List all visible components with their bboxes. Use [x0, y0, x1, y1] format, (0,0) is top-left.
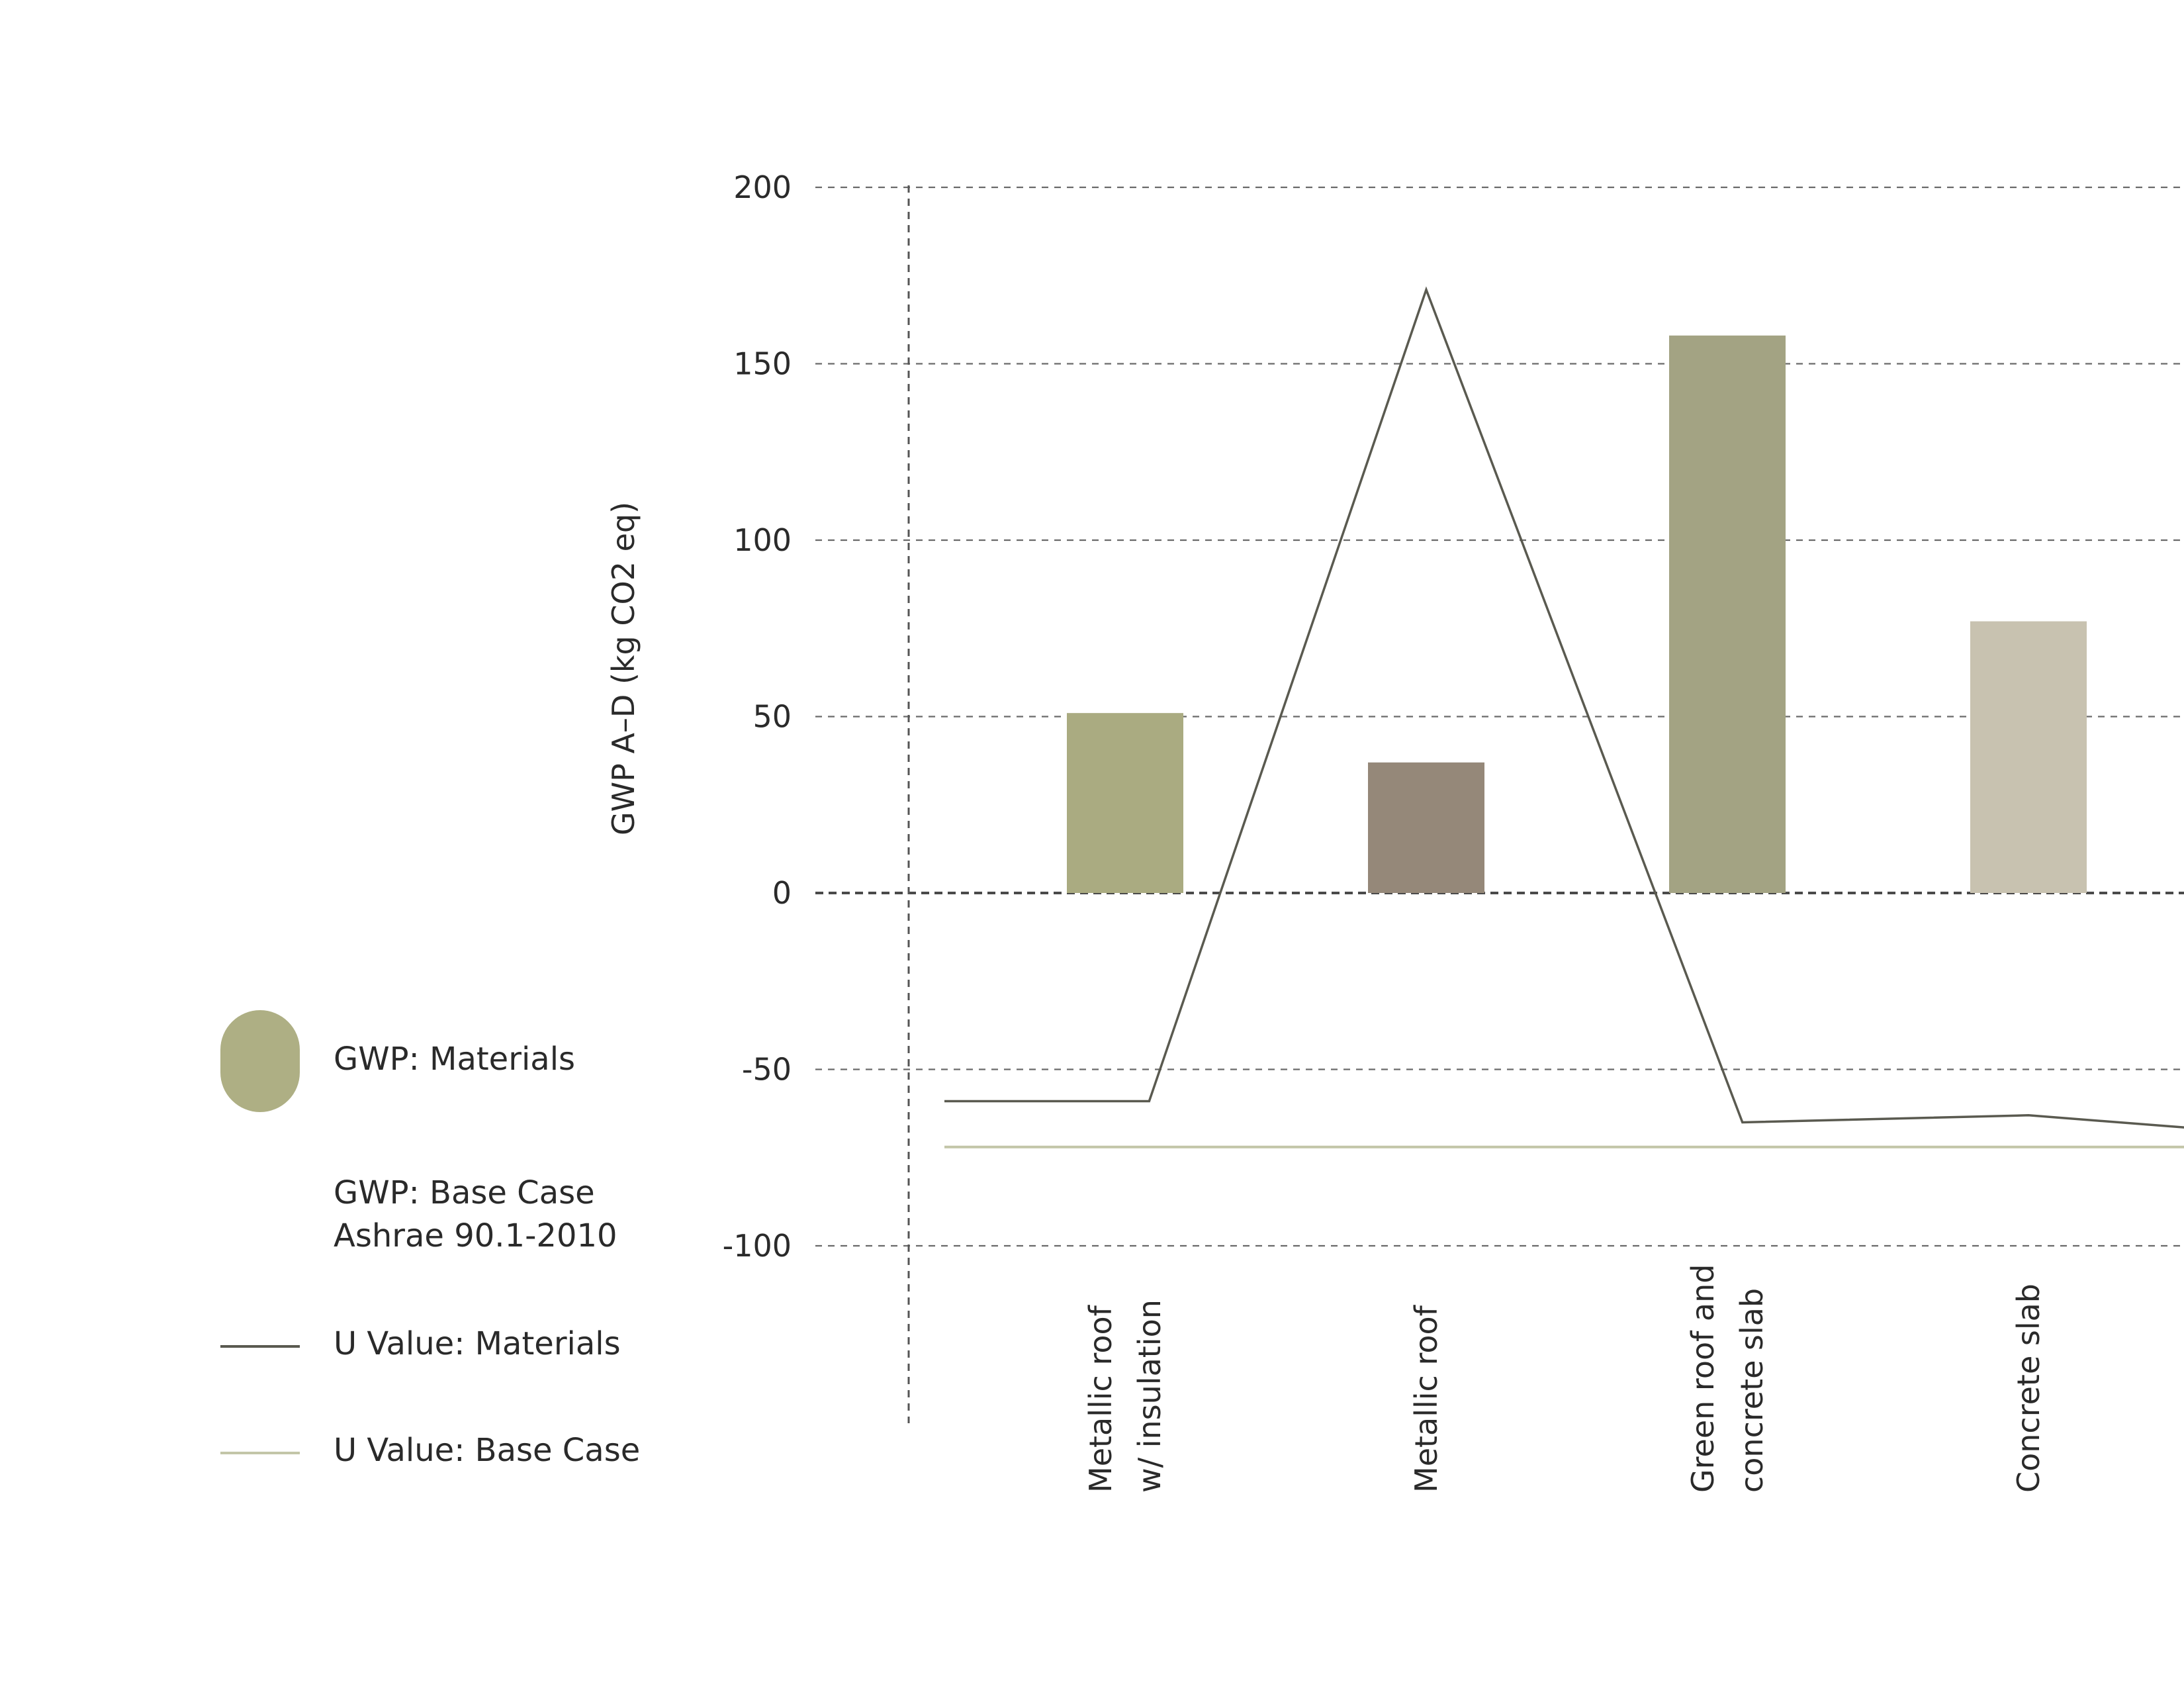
y-tick-label: 100 [733, 522, 792, 558]
legend-label: GWP: Base Case Ashrae 90.1-2010 [334, 1174, 617, 1254]
bar [1067, 713, 1183, 893]
x-category-label: concrete slab [1734, 1288, 1770, 1493]
line-series [944, 286, 2184, 1149]
legend-swatch-line [220, 1345, 300, 1348]
x-category-label: w/ insulation [1132, 1299, 1167, 1493]
legend-swatch-line [220, 1452, 300, 1454]
legend-swatch-pill [220, 1010, 300, 1112]
bar [1669, 335, 1786, 893]
line-series-path [944, 286, 2184, 1129]
legend-label: U Value: Materials [334, 1325, 621, 1362]
y-tick-label: 150 [733, 346, 792, 382]
y-tick-label: -100 [723, 1228, 792, 1264]
legend-label: GWP: Materials [334, 1041, 576, 1078]
x-category-label: Metallic roof [1083, 1304, 1118, 1493]
y-tick-label: 200 [733, 169, 792, 205]
legend-label: U Value: Base Case [334, 1432, 641, 1469]
x-category-label: Metallic roof [1408, 1304, 1444, 1493]
y-tick-label: -50 [742, 1052, 792, 1088]
y-axis-label: GWP A–D (kg CO2 eq) [606, 502, 641, 835]
bar [1368, 762, 1484, 893]
gridlines [815, 185, 2184, 1423]
y-tick-label: 50 [752, 699, 792, 735]
y-tick-labels: 200 150 100 50 0 -50 -100 [723, 169, 792, 1264]
bars [1067, 335, 2087, 893]
legend: GWP: Materials GWP: Base Case Ashrae 90.… [220, 1000, 684, 1476]
y-tick-label: 0 [772, 875, 792, 911]
x-category-label: Green roof and [1685, 1264, 1721, 1493]
bar [1970, 621, 2087, 893]
x-category-labels: Metallic roof w/ insulation Metallic roof G… [1083, 1264, 2046, 1493]
x-category-label: Concrete slab [2011, 1284, 2046, 1493]
